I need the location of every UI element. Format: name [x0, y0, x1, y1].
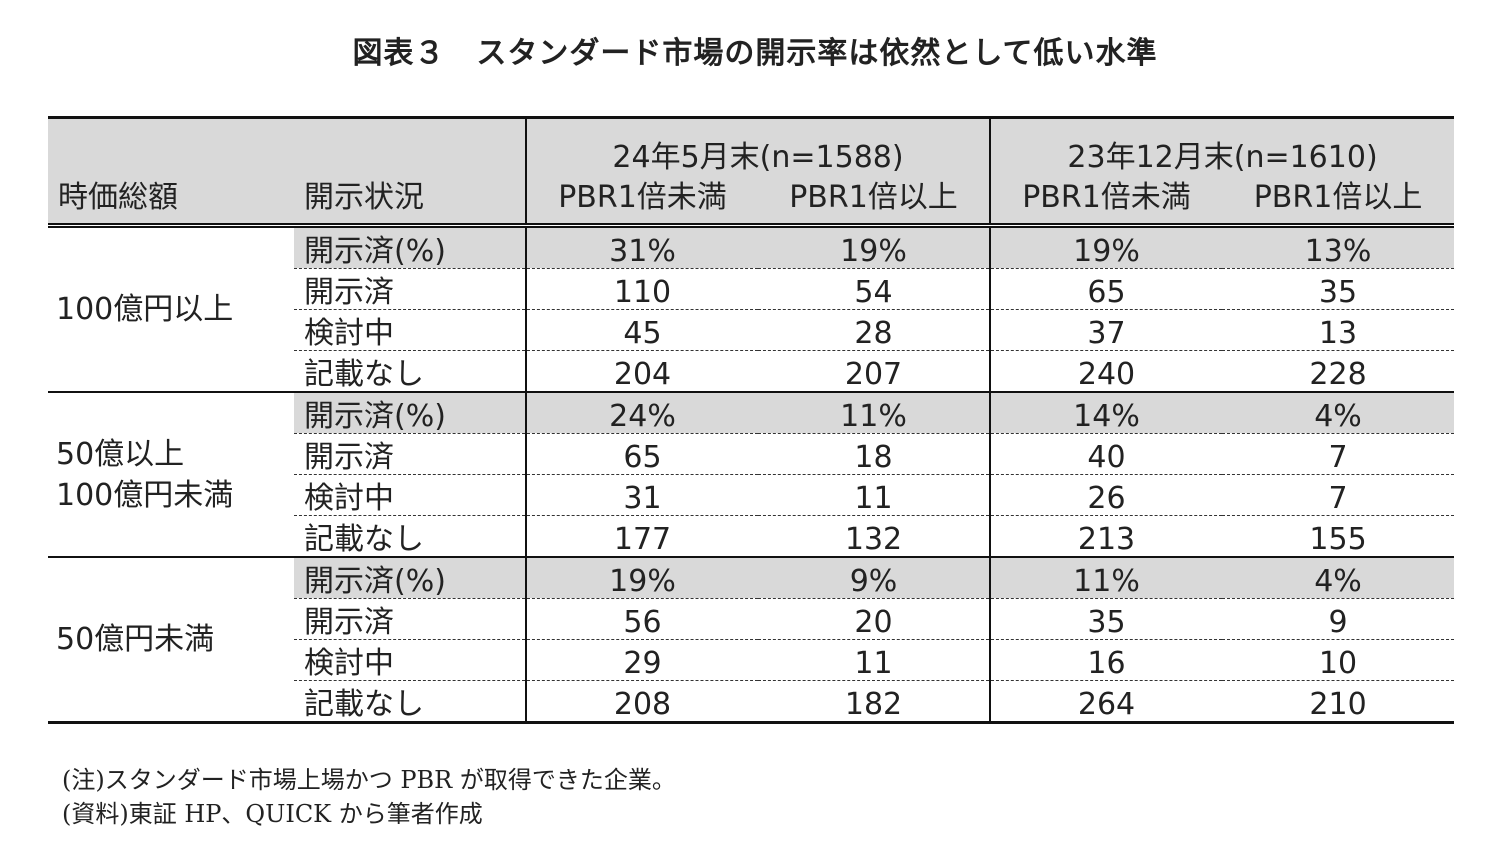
value-cell: 35	[989, 598, 1223, 640]
value-cell: 264	[989, 680, 1223, 723]
value-cell: 20	[758, 598, 991, 640]
value-cell: 29	[525, 639, 758, 681]
value-cell: 19%	[989, 223, 1223, 269]
table-row: 開示済 65 18 40 7	[48, 433, 1455, 475]
value-cell: 26	[989, 474, 1223, 516]
table-row: 検討中 31 11 26 7	[48, 474, 1455, 516]
status-cell: 検討中	[294, 309, 526, 351]
market-cap-group-label: 50億以上 100億円未満	[48, 392, 294, 558]
value-cell: 31%	[525, 223, 758, 269]
value-cell: 28	[758, 309, 991, 351]
value-cell: 13	[1222, 309, 1455, 351]
status-cell: 開示済	[294, 268, 526, 310]
value-cell: 210	[1309, 687, 1367, 722]
value-cell: 11%	[989, 557, 1223, 599]
table-row: 100億円以上 開示済(%) 31% 19% 19% 13%	[48, 223, 1455, 393]
market-cap-header: 時価総額	[48, 173, 294, 226]
value-cell: 45	[525, 309, 758, 351]
value-cell: 4%	[1222, 392, 1455, 434]
value-cell: 40	[989, 433, 1223, 475]
value-cell: 18	[758, 433, 991, 475]
value-cell: 10	[1222, 639, 1455, 681]
value-cell: 155	[1222, 515, 1455, 558]
status-cell: 検討中	[294, 639, 526, 681]
value-cell: 54	[758, 268, 991, 310]
disclosure-table: 24年5月末(n=1588) 23年12月末(n=1610) 時価総額 開示状況…	[48, 116, 1455, 724]
table-row: 検討中 29 11 16 10	[48, 639, 1455, 681]
period-header-2: 23年12月末(n=1610)	[989, 117, 1455, 173]
value-cell: 132	[758, 515, 991, 558]
value-cell: 37	[989, 309, 1223, 351]
value-cell: 228	[1222, 350, 1455, 393]
value-cell: 56	[525, 598, 758, 640]
sub-header: PBR1倍以上	[758, 173, 991, 226]
market-cap-label-line: 100億円未満	[56, 477, 234, 513]
table-row: 開示済 56 20 35 9	[48, 598, 1455, 640]
value-cell: 16	[989, 639, 1223, 681]
market-cap-group-label: 100億円以上	[48, 223, 294, 393]
value-cell: 14%	[989, 392, 1223, 434]
value-cell: 182	[844, 687, 903, 722]
value-cell: 19%	[525, 557, 758, 599]
market-cap-label-line: 50億円未満	[56, 622, 215, 657]
value-cell: 208	[525, 680, 758, 723]
source-note: (資料)東証 HP、QUICK から筆者作成	[62, 800, 483, 828]
value-cell: 19%	[758, 223, 991, 269]
status-cell: 開示済(%)	[294, 392, 526, 434]
sub-header: PBR1倍未満	[525, 173, 758, 226]
figure-title: 図表３ スタンダード市場の開示率は依然として低い水準	[352, 36, 1158, 71]
table-row: 記載なし 177 132 213 155	[48, 515, 1455, 558]
sub-header: PBR1倍以上	[1222, 173, 1455, 226]
table-row: 記載なし 204 207 240 228	[48, 350, 1455, 393]
value-cell: 7	[1222, 433, 1455, 475]
value-cell: 13%	[1222, 223, 1455, 269]
market-cap-label-line: 100億円以上	[56, 292, 234, 327]
value-cell: 213	[989, 515, 1223, 558]
value-cell: 9	[1222, 598, 1455, 640]
value-cell: 65	[525, 433, 758, 475]
value-cell: 204	[525, 350, 758, 393]
value-cell: 11%	[758, 392, 991, 434]
value-cell: 65	[989, 268, 1223, 310]
value-cell: 7	[1222, 474, 1455, 516]
table-row: 開示済 110 54 65 35	[48, 268, 1455, 310]
status-cell: 開示済	[294, 598, 526, 640]
period-header-1: 24年5月末(n=1588)	[524, 117, 991, 173]
sub-header: PBR1倍未満	[989, 173, 1223, 226]
value-cell: 11	[758, 639, 991, 681]
value-cell: 177	[525, 515, 758, 558]
value-cell: 35	[1222, 268, 1455, 310]
status-cell: 開示済	[294, 433, 526, 475]
market-cap-group-label: 50億円未満	[48, 557, 294, 723]
table-row: 記載なし 208 182 264 210	[48, 680, 1454, 723]
footnote: (注)スタンダード市場上場かつ PBR が取得できた企業。	[62, 766, 676, 794]
value-cell: 31	[525, 474, 758, 516]
status-cell: 記載なし	[304, 687, 424, 722]
status-cell: 記載なし	[294, 515, 526, 558]
value-cell: 207	[758, 350, 991, 393]
value-cell: 24%	[525, 392, 758, 434]
status-cell: 記載なし	[294, 350, 526, 393]
value-cell: 9%	[758, 557, 991, 599]
header-blank	[48, 117, 526, 173]
status-cell: 開示済(%)	[294, 557, 526, 599]
value-cell: 240	[989, 350, 1223, 393]
table-row: 50億以上 100億円未満 開示済(%) 24% 11% 14% 4%	[48, 392, 1455, 558]
value-cell: 4%	[1222, 557, 1455, 599]
table-row: 検討中 45 28 37 13	[48, 309, 1455, 351]
table-row: 50億円未満 開示済(%) 19% 9% 11% 4%	[48, 557, 1455, 723]
value-cell: 110	[525, 268, 758, 310]
status-cell: 開示済(%)	[294, 223, 526, 269]
status-header: 開示状況	[294, 173, 526, 226]
market-cap-label-line: 50億以上	[56, 436, 185, 472]
value-cell: 11	[758, 474, 991, 516]
status-cell: 検討中	[294, 474, 526, 516]
